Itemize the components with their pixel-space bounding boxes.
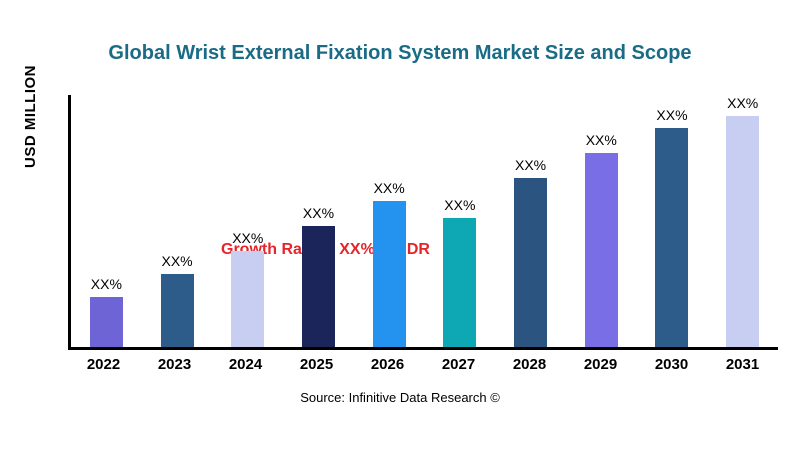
bar-value-label: XX%: [585, 131, 617, 148]
bars-row: XX% XX% XX% XX% XX% XX% XX% XX% XX% XX%: [71, 95, 778, 347]
bar-value-label: XX%: [90, 275, 122, 292]
bar-group-2022: XX%: [71, 95, 142, 347]
x-tick-2027: 2027: [441, 356, 476, 373]
bar-value-label: XX%: [515, 157, 547, 174]
bar-group-2024: XX%: [212, 95, 283, 347]
x-tick-2029: 2029: [583, 356, 618, 373]
bar-2026: [372, 200, 406, 347]
bar-group-2025: XX%: [283, 95, 354, 347]
plot-area: Growth Rate at XX% by IDR XX%XX%XX%XX%XX…: [68, 95, 778, 350]
x-tick-2023: 2023: [157, 356, 192, 373]
bar-value-label: XX%: [656, 106, 688, 123]
bar-group-2030: XX%: [637, 95, 708, 347]
bar-value-label: XX%: [161, 252, 193, 269]
bar-2031: [726, 116, 760, 347]
bar-2028: [514, 178, 548, 347]
bar-2022: [89, 296, 123, 347]
bar-group-2023: XX%: [142, 95, 213, 347]
source-attribution: Source: Infinitive Data Research ©: [300, 390, 500, 405]
bar-group-2029: XX%: [566, 95, 637, 347]
bar-group-2028: XX%: [495, 95, 566, 347]
bar-group-2026: XX%: [354, 95, 425, 347]
x-tick-2024: 2024: [228, 356, 263, 373]
bar-group-2027: XX%: [425, 95, 496, 347]
bar-value-label: XX%: [444, 197, 476, 214]
x-tick-2026: 2026: [370, 356, 405, 373]
bar-2027: [443, 218, 477, 347]
x-tick-2031: 2031: [725, 356, 760, 373]
bar-2025: [301, 226, 335, 347]
x-tick-2030: 2030: [654, 356, 689, 373]
bar-group-2031: XX%: [707, 95, 778, 347]
x-tick-2022: 2022: [86, 356, 121, 373]
x-tick-2025: 2025: [299, 356, 334, 373]
y-axis-label: USD MILLION: [22, 65, 39, 168]
bar-2030: [655, 127, 689, 347]
bar-value-label: XX%: [373, 179, 405, 196]
x-tick-2028: 2028: [512, 356, 547, 373]
bar-value-label: XX%: [302, 205, 335, 222]
bar-2024: [231, 251, 265, 347]
chart-title: Global Wrist External Fixation System Ma…: [108, 42, 692, 64]
bar-value-label: XX%: [727, 95, 759, 111]
x-axis-tick-labels: 2022 2023 2024 2025 2026 2027 2028 2029 2030 2031: [68, 356, 778, 373]
bar-value-label: XX%: [232, 230, 264, 247]
bar-2029: [584, 152, 618, 347]
bar-2023: [160, 273, 194, 347]
